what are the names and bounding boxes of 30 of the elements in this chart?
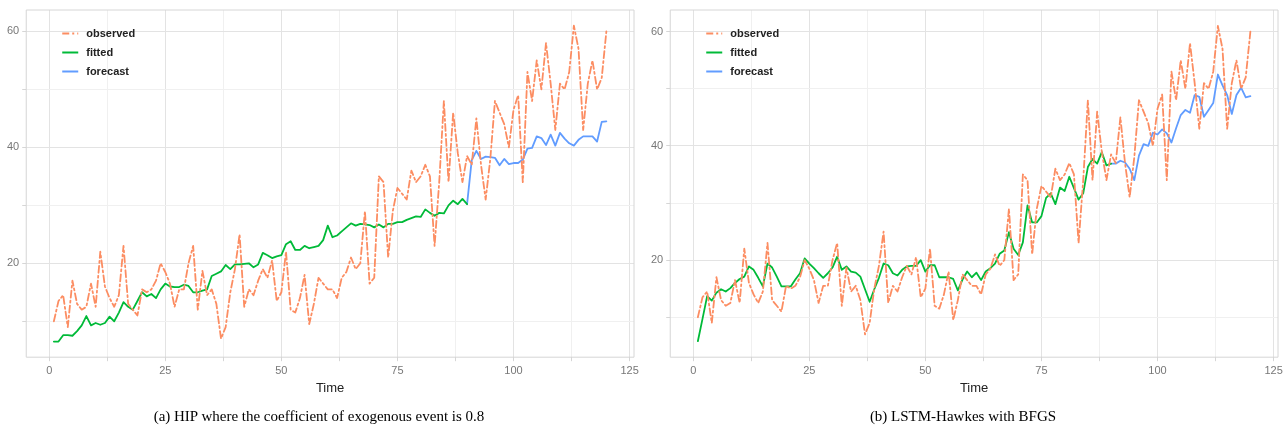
x-tick-label: 25	[159, 363, 172, 376]
x-tick-label: 125	[1264, 363, 1283, 376]
legend-label: fitted	[730, 45, 758, 58]
x-axis-title: Time	[315, 379, 345, 395]
legend-label: forecast	[730, 64, 774, 77]
line-series	[52, 24, 608, 340]
text: (a) HIP where the coefficient of exogenous event is 0.8	[153, 407, 485, 425]
x-tick-label: 25	[803, 363, 816, 376]
x-tick-label: 50	[919, 363, 932, 376]
y-tick-label: 20	[650, 253, 664, 266]
text: (b) LSTM-Hawkes with BFGS	[869, 407, 1057, 425]
x-tick-label: 125	[620, 363, 639, 376]
x-axis-title: Time	[959, 379, 989, 395]
x-tick-label: 100	[504, 363, 523, 376]
legend-label: fitted	[86, 45, 114, 58]
y-tick-label: 40	[6, 140, 20, 153]
line-series	[696, 25, 1252, 336]
x-tick-label: 0	[690, 363, 697, 376]
y-tick-label: 60	[650, 24, 664, 37]
x-tick-label: 75	[1035, 363, 1048, 376]
legend-label: observed	[86, 26, 136, 39]
legend-label: observed	[730, 26, 780, 39]
x-tick-label: 50	[275, 363, 288, 376]
x-tick-label: 75	[391, 363, 404, 376]
x-tick-label: 100	[1148, 363, 1167, 376]
y-tick-label: 20	[6, 256, 20, 269]
x-tick-label: 0	[46, 363, 53, 376]
legend-label: forecast	[86, 64, 130, 77]
y-tick-label: 60	[6, 24, 20, 37]
y-tick-label: 40	[650, 138, 664, 151]
